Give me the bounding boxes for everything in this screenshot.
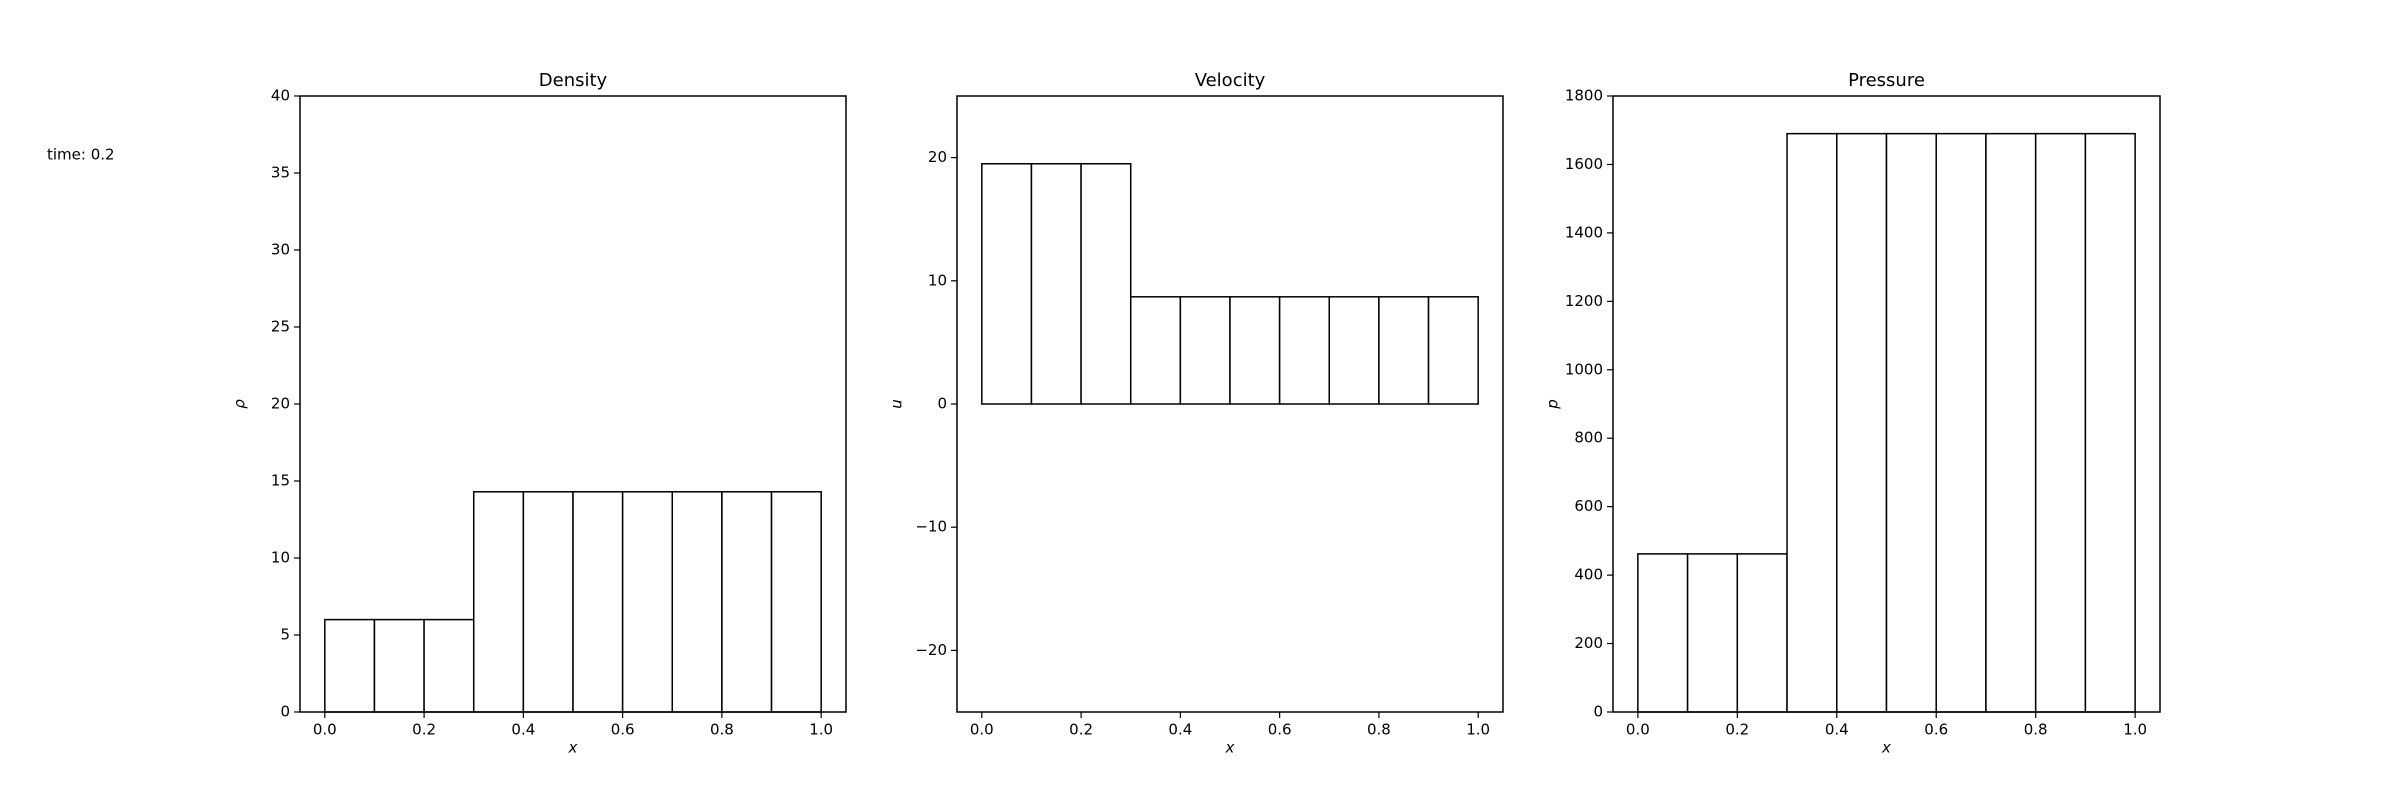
bar	[1786, 132, 1838, 713]
x-axis-label: x	[568, 739, 578, 757]
y-tick-label: 15	[271, 472, 290, 490]
x-axis-label: x	[1225, 739, 1235, 757]
y-tick-label: 0	[937, 395, 947, 413]
chart-title: Velocity	[1195, 70, 1266, 91]
x-axis-label: x	[1881, 739, 1891, 757]
x-tick-label: 0.4	[1825, 721, 1849, 739]
bar	[2084, 132, 2136, 713]
x-tick-label: 0.4	[1168, 721, 1192, 739]
bar	[1836, 132, 1888, 713]
y-tick-label: 800	[1574, 429, 1603, 447]
y-tick-label: 5	[280, 626, 290, 644]
x-tick-label: 0.8	[2024, 721, 2048, 739]
x-tick-label: 1.0	[809, 721, 833, 739]
bar	[1129, 296, 1182, 405]
y-tick-label: 30	[271, 241, 290, 259]
bar	[1736, 553, 1788, 713]
bar	[1179, 296, 1231, 405]
x-tick-label: 0.8	[710, 721, 734, 739]
bar	[1427, 296, 1479, 405]
x-tick-label: 0.2	[412, 721, 436, 739]
y-tick-label: 1800	[1565, 87, 1603, 105]
y-tick-label: 400	[1574, 566, 1603, 584]
y-axis-label: ρ	[231, 399, 249, 409]
axes-frame	[1612, 95, 2161, 713]
y-tick-label: 1400	[1565, 223, 1603, 241]
bar	[1229, 296, 1281, 405]
y-tick-label: 20	[271, 395, 290, 413]
y-tick-label: 0	[280, 703, 290, 721]
x-tick-label: 1.0	[1466, 721, 1490, 739]
y-tick-label: 1000	[1565, 360, 1603, 378]
bar	[1080, 163, 1132, 405]
y-tick-label: −20	[915, 641, 947, 659]
bar	[423, 618, 475, 713]
x-tick-label: 0.8	[1367, 721, 1391, 739]
y-tick-label: 200	[1574, 634, 1603, 652]
y-tick-label: 40	[271, 87, 290, 105]
x-tick-label: 0.6	[611, 721, 635, 739]
y-tick-label: 35	[271, 164, 290, 182]
bar	[522, 491, 574, 713]
bar	[1378, 296, 1430, 405]
chart-title: Density	[539, 70, 608, 91]
bar	[671, 491, 723, 713]
y-tick-label: 0	[1593, 703, 1603, 721]
bar	[1328, 296, 1380, 405]
y-tick-label: 600	[1574, 497, 1603, 515]
bar	[1686, 553, 1739, 713]
bar	[721, 491, 773, 713]
y-tick-label: −10	[915, 518, 947, 536]
y-tick-label: 10	[928, 271, 947, 289]
x-tick-label: 0.4	[511, 721, 535, 739]
bar	[472, 491, 525, 713]
y-axis-label: p	[1544, 399, 1562, 410]
x-tick-label: 0.0	[1626, 721, 1650, 739]
y-tick-label: 10	[271, 549, 290, 567]
bar	[1985, 132, 2037, 713]
y-tick-label: 25	[271, 318, 290, 336]
bar	[324, 618, 376, 713]
chart-title: Pressure	[1848, 70, 1925, 91]
x-tick-label: 0.2	[1069, 721, 1093, 739]
y-tick-label: 20	[928, 148, 947, 166]
y-axis-label: u	[888, 399, 906, 409]
bar	[572, 491, 624, 713]
y-tick-label: 1200	[1565, 292, 1603, 310]
x-tick-label: 0.0	[313, 721, 337, 739]
bar	[981, 163, 1033, 405]
annotation: time: 0.2	[47, 146, 115, 164]
bar	[621, 491, 674, 713]
x-tick-label: 0.6	[1924, 721, 1948, 739]
x-tick-label: 0.0	[970, 721, 994, 739]
y-tick-label: 1600	[1565, 155, 1603, 173]
bar	[1278, 296, 1331, 405]
x-tick-label: 0.6	[1268, 721, 1292, 739]
x-tick-label: 0.2	[1725, 721, 1749, 739]
bar	[1030, 163, 1082, 405]
bar	[770, 491, 822, 713]
bar	[1637, 553, 1689, 713]
bar	[2034, 132, 2087, 713]
bar	[373, 618, 425, 713]
x-tick-label: 1.0	[2123, 721, 2147, 739]
bar	[1885, 132, 1937, 713]
bar	[1935, 132, 1987, 713]
